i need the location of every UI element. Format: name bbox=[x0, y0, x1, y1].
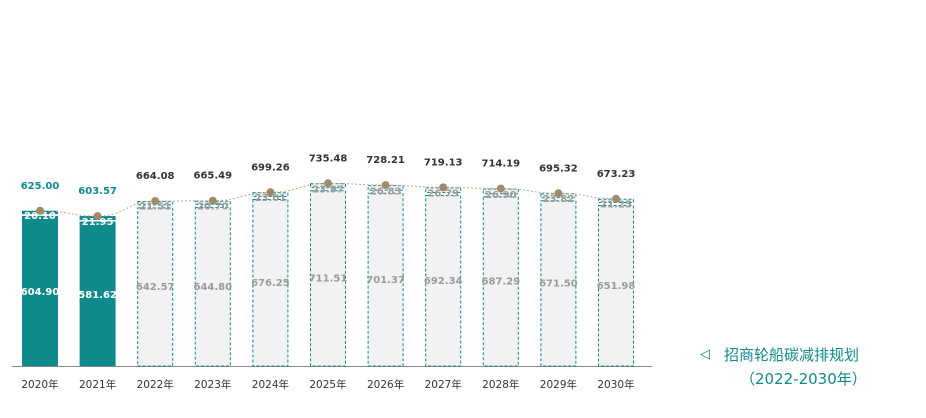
bar-segment-lower bbox=[252, 199, 289, 367]
bar-value-label-upper: 26.79 bbox=[427, 189, 459, 200]
total-value-label: 735.48 bbox=[309, 153, 348, 164]
bar-segment-lower bbox=[194, 206, 231, 367]
bar-value-label-lower: 651.98 bbox=[597, 281, 636, 292]
bar-value-label-upper: 23.97 bbox=[312, 184, 344, 195]
total-point bbox=[381, 181, 390, 190]
x-tick-label: 2020年 bbox=[21, 378, 58, 391]
bar-value-label-upper: 23.01 bbox=[255, 193, 287, 204]
total-value-label: 728.21 bbox=[366, 155, 405, 166]
total-value-label: 664.08 bbox=[136, 171, 175, 182]
total-value-label: 665.49 bbox=[194, 171, 233, 182]
total-point bbox=[208, 196, 217, 205]
total-value-label: 714.19 bbox=[482, 159, 521, 170]
total-point bbox=[612, 194, 620, 203]
x-tick-label: 2027年 bbox=[425, 378, 462, 391]
total-value-label: 695.32 bbox=[539, 163, 578, 174]
bar-segment-lower bbox=[367, 192, 404, 367]
x-tick-label: 2026年 bbox=[367, 378, 404, 391]
bar-segment-lower bbox=[425, 195, 462, 367]
bar-segment-lower bbox=[540, 200, 577, 367]
x-tick-label: 2025年 bbox=[309, 378, 346, 391]
chart-caption: ◁ 招商轮船碳减排规划 （2022-2030年） bbox=[700, 343, 867, 391]
bar-segment-lower bbox=[79, 221, 116, 366]
total-value-label: 699.26 bbox=[251, 162, 290, 173]
bar-segment-lower bbox=[482, 196, 519, 367]
x-tick-label: 2022年 bbox=[137, 378, 174, 391]
total-point bbox=[36, 206, 44, 215]
total-value-label: 625.00 bbox=[21, 181, 60, 192]
bar-segment-lower bbox=[22, 215, 58, 366]
bar-value-label-lower: 581.62 bbox=[78, 290, 117, 301]
bar-value-label-upper: 20.70 bbox=[197, 201, 229, 212]
bar-value-label-upper: 26.90 bbox=[485, 190, 517, 201]
x-tick-label: 2030年 bbox=[597, 378, 634, 391]
x-tick-label: 2028年 bbox=[482, 378, 519, 391]
total-value-label: 673.23 bbox=[597, 169, 636, 180]
bar-value-label-upper: 21.51 bbox=[139, 202, 171, 213]
total-value-label: 719.13 bbox=[424, 157, 463, 168]
bar-value-label-lower: 604.90 bbox=[21, 287, 60, 298]
bar-value-label-upper: 23.82 bbox=[543, 194, 575, 205]
bar-value-label-lower: 692.34 bbox=[424, 276, 463, 287]
bar-value-label-lower: 711.51 bbox=[309, 274, 348, 285]
bar-value-label-upper: 21.25 bbox=[600, 199, 632, 210]
total-value-label: 603.57 bbox=[78, 186, 117, 197]
total-point bbox=[324, 179, 332, 188]
bar-value-label-lower: 701.37 bbox=[366, 275, 405, 286]
bar-value-label-upper: 26.83 bbox=[370, 186, 402, 197]
total-point bbox=[266, 188, 275, 197]
bar-value-label-lower: 644.80 bbox=[194, 282, 233, 293]
x-tick-label: 2021年 bbox=[79, 378, 116, 391]
total-point bbox=[439, 183, 448, 192]
total-point bbox=[93, 212, 102, 221]
total-point bbox=[496, 184, 505, 193]
bar-value-label-lower: 671.50 bbox=[539, 279, 578, 290]
bar-value-label-lower: 642.57 bbox=[136, 282, 175, 293]
x-tick-label: 2023年 bbox=[194, 378, 231, 391]
total-trend-line bbox=[39, 182, 617, 217]
bar-value-label-lower: 676.25 bbox=[251, 278, 290, 289]
bar-value-label-upper: 21.95 bbox=[82, 217, 114, 228]
bar-value-label-upper: 20.10 bbox=[24, 211, 56, 222]
total-point bbox=[151, 197, 160, 206]
x-tick-label: 2029年 bbox=[540, 378, 577, 391]
caption-subtitle: （2022-2030年） bbox=[740, 370, 867, 388]
total-point bbox=[554, 189, 563, 198]
triangle-left-icon: ◁ bbox=[700, 347, 710, 362]
x-tick-label: 2024年 bbox=[252, 378, 289, 391]
bar-segment-lower bbox=[310, 190, 346, 367]
bar-segment-lower bbox=[137, 207, 174, 367]
caption-title: 招商轮船碳减排规划 bbox=[724, 346, 860, 364]
bar-segment-lower bbox=[598, 205, 634, 367]
bar-value-label-lower: 687.29 bbox=[482, 277, 521, 288]
